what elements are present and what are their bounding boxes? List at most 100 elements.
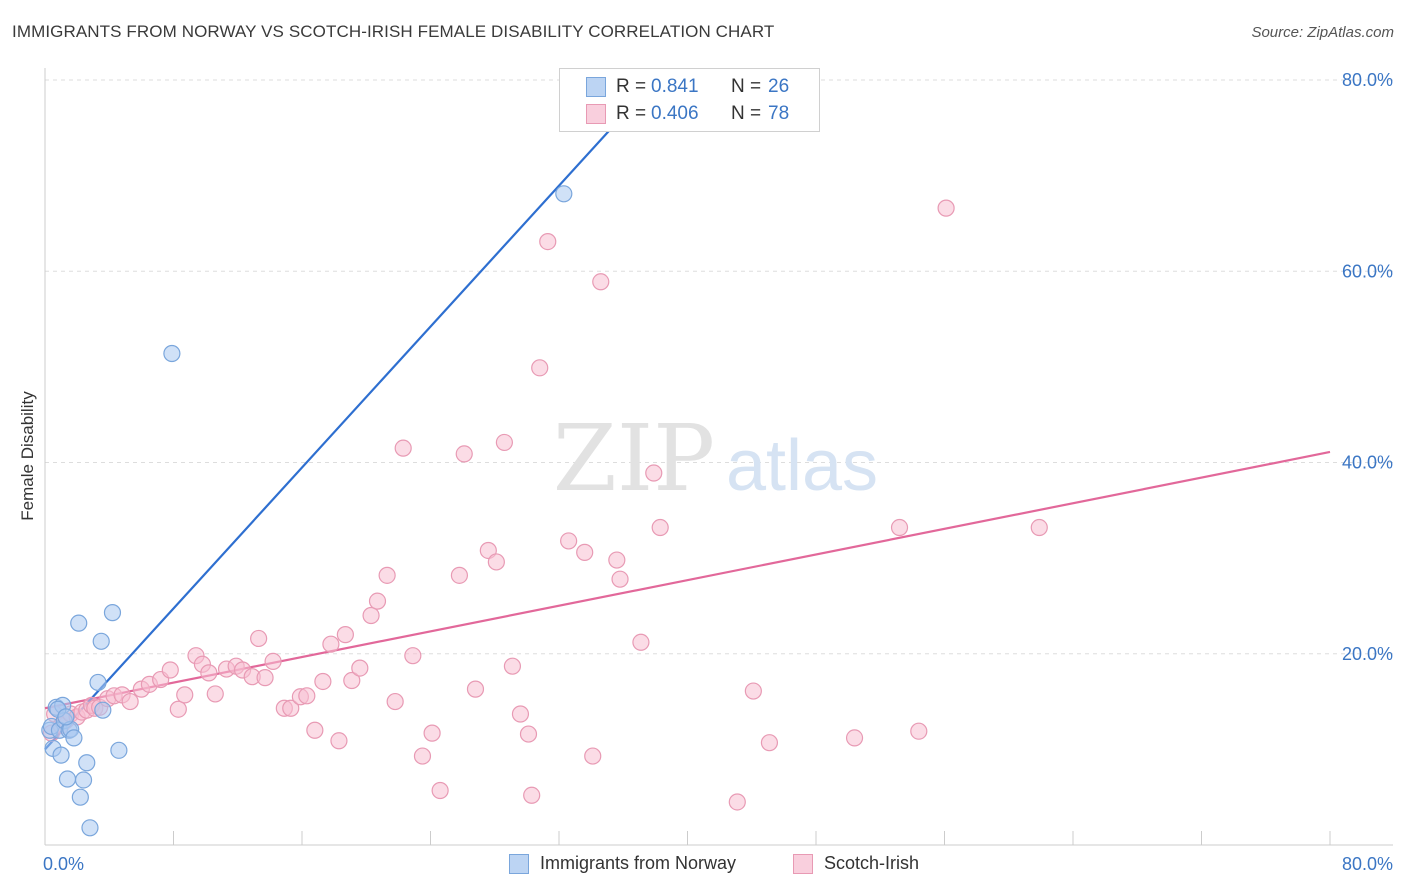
scotch-irish-point [343,671,361,690]
y-tick-label-60: 60.0% [1342,261,1393,281]
scotch-irish-point [1030,518,1048,537]
scotch-irish-point [200,664,218,682]
scotch-irish-point [576,543,594,561]
scotch-irish-point [282,699,300,717]
n-value: 78 [768,103,790,124]
scotch-irish-point [336,626,354,644]
norway-point [57,708,75,726]
axes [44,68,1393,846]
norway-point [92,632,110,650]
scotch-irish-point [611,570,629,588]
scotch-irish-point [503,657,522,675]
norway-trendline [44,79,657,751]
n-label: N = [731,103,762,124]
n-label: N = [731,76,762,97]
gridlines [45,79,1393,655]
scotch-irish-point [378,566,396,584]
scotch-irish-point [351,659,369,677]
norway-swatch [509,854,529,874]
scotch-irish-point [330,732,348,750]
source-credit: Source: ZipAtlas.com [1251,24,1394,41]
scotch-irish-point [651,518,669,537]
y-tick-label-40: 40.0% [1342,453,1393,473]
norway-point [74,771,93,789]
legend-label-norway: Immigrants from Norway [540,853,737,873]
scotch-irish-point [910,722,928,740]
scotch-irish-point [584,747,602,765]
scotch-irish-point [760,734,779,752]
scotch-irish-point [206,685,224,703]
norway-point [71,788,89,806]
correlation-legend: R = 0.841 N = 26 R = 0.406 N = 78 [559,68,820,132]
r-value: 0.406 [651,103,699,124]
scotch-irish-point [450,566,469,584]
scotch-irish-point [169,700,187,718]
scotch-irish-swatch [586,104,606,124]
norway-point [70,614,88,632]
y-tick-label-20: 20.0% [1342,644,1393,664]
norway-point [103,604,122,622]
norway-point [555,185,573,203]
watermark: ZIP atlas [553,405,878,512]
r-label: R = [616,76,647,97]
scotch-irish-point [368,592,387,610]
scotch-irish-point [608,551,626,569]
y-tick-label-80: 80.0% [1342,70,1393,90]
norway-swatch [586,77,606,97]
x-tick-label-max: 80.0% [1342,854,1393,874]
norway-point [110,741,128,759]
r-value: 0.841 [651,76,699,97]
scotch-irish-point [176,686,194,704]
scotch-irish-point [256,669,274,687]
norway-point [78,754,96,772]
norway-point [52,746,70,764]
scotch-irish-point [298,687,316,705]
norway-point [94,701,112,719]
r-label: R = [616,103,647,124]
scotch-irish-point [250,629,268,648]
scotch-irish-point [314,672,332,691]
chart-title: IMMIGRANTS FROM NORWAY VS SCOTCH-IRISH F… [12,22,775,41]
scotch-irish-trendline [44,450,1331,710]
scotch-irish-point [121,692,139,711]
scotch-irish-point [519,725,538,743]
scotch-irish-point [523,786,541,804]
norway-point [81,819,99,837]
tick-labels: 20.0% 40.0% 60.0% 80.0% 0.0% 80.0% [43,70,1393,874]
scotch-irish-point [413,747,432,765]
scotch-irish-point [487,553,505,571]
data-points [41,185,1048,837]
scotch-irish-point [511,705,530,723]
norway-point [58,770,77,788]
n-value: 26 [768,76,790,97]
scotch-irish-swatch [793,854,813,874]
scotch-irish-point [645,464,663,482]
scotch-irish-point [362,606,380,625]
legend-label-scotch-irish: Scotch-Irish [824,853,920,873]
watermark-atlas: atlas [726,426,878,506]
watermark-zip: ZIP [553,405,715,512]
scotch-irish-point [728,793,746,811]
scotch-irish-point [466,680,485,698]
scotch-irish-point [161,661,179,679]
scotch-irish-point [306,721,324,739]
norway-point [65,729,83,747]
scotch-irish-point [890,518,909,537]
norway-point [163,344,181,363]
scotch-irish-point [423,724,441,742]
scotch-irish-point [455,445,473,463]
x-tick-label-min: 0.0% [43,854,84,874]
scotch-irish-point [539,233,557,251]
scotch-irish-point [431,781,449,800]
trendlines [44,79,1331,751]
scotch-irish-point [845,729,864,747]
scotch-irish-point [560,532,578,550]
scotch-irish-point [592,273,610,291]
scotch-irish-point [264,652,282,671]
scotch-irish-point [404,647,422,665]
scotch-irish-point [744,682,762,700]
scotch-irish-point [394,439,412,457]
scotch-irish-point [495,433,513,452]
scotch-irish-point [632,633,650,651]
